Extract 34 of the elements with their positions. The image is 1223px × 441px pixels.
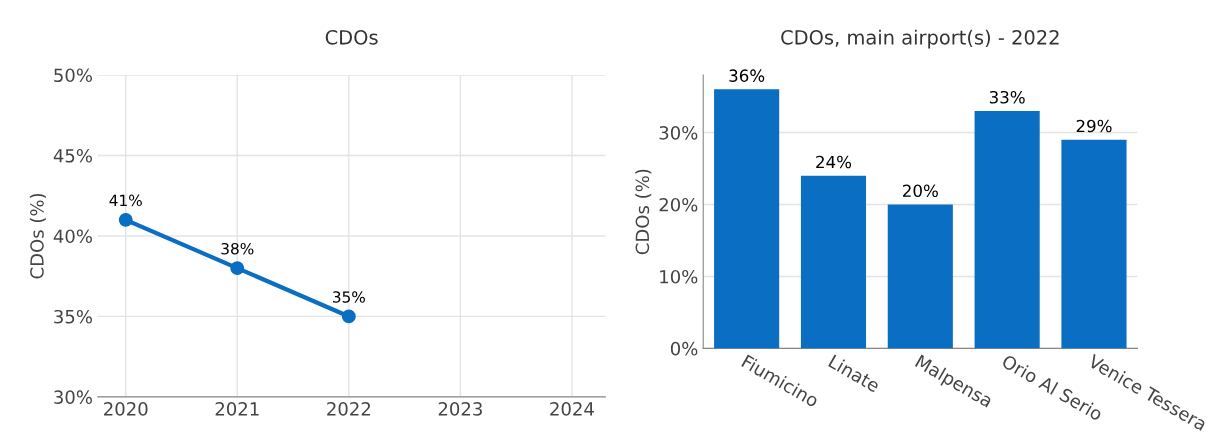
y-tick-label: 45% xyxy=(53,148,92,163)
data-label: 36% xyxy=(729,69,765,82)
bar xyxy=(800,175,867,349)
data-label: 24% xyxy=(816,155,852,169)
x-tick-label: 2021 xyxy=(215,402,259,416)
data-label: 33% xyxy=(989,90,1025,104)
y-tick-label: 10% xyxy=(660,269,698,284)
data-label: 29% xyxy=(1076,119,1112,133)
y-axis-title: CDOs (%) xyxy=(635,169,652,255)
y-tick-label: 30% xyxy=(54,390,92,405)
point xyxy=(230,261,245,276)
data-label: 35% xyxy=(333,291,365,303)
y-tick-label: 30% xyxy=(659,125,698,140)
y-tick-label: 35% xyxy=(54,309,92,324)
chart-title: CDOs, main airport(s) - 2022 xyxy=(781,29,1059,49)
bar xyxy=(887,204,953,349)
x-tick-label: 2023 xyxy=(438,402,482,416)
data-label: 38% xyxy=(221,242,254,255)
data-label: 20% xyxy=(903,184,938,198)
y-tick-label: 0% xyxy=(670,341,698,356)
point xyxy=(118,212,133,227)
x-tick-label: 2024 xyxy=(550,402,594,416)
bar xyxy=(1061,139,1127,349)
y-tick-label: 50% xyxy=(54,68,92,83)
y-tick-label: 20% xyxy=(659,197,698,212)
data-label: 41% xyxy=(109,194,142,207)
y-axis-title: CDOs (%) xyxy=(29,193,46,279)
x-tick-label: 2022 xyxy=(327,402,370,416)
point xyxy=(341,309,356,324)
chart-title: CDOs xyxy=(325,29,378,45)
x-tick-label: 2020 xyxy=(104,402,148,416)
y-tick-label: 40% xyxy=(53,229,92,244)
bar xyxy=(974,110,1040,349)
bar xyxy=(714,89,780,349)
